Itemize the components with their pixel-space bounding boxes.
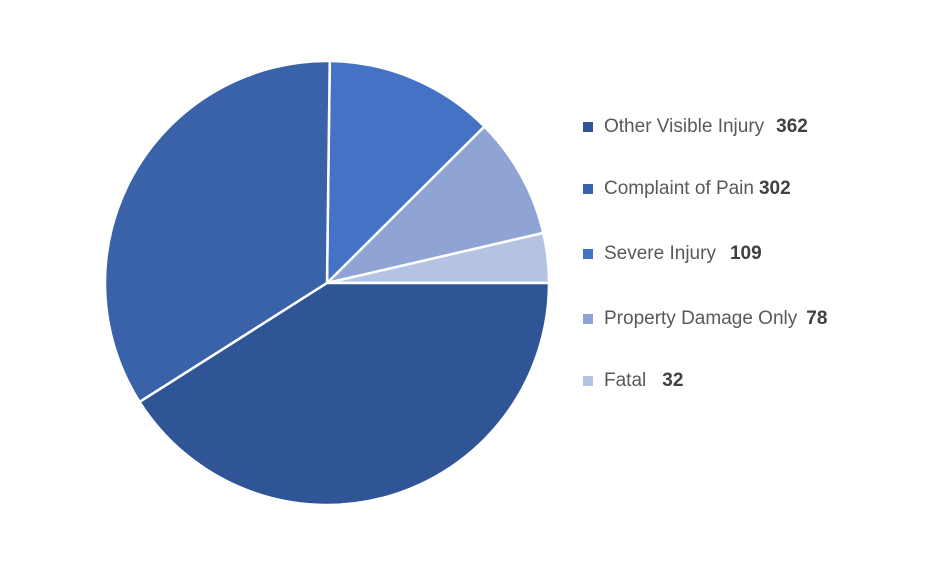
legend-label: Fatal [604, 370, 647, 391]
legend-label: Complaint of Pain [604, 178, 754, 199]
data-label: 78 [806, 308, 828, 329]
data-label: 32 [662, 370, 684, 391]
legend-item-fatal: Fatal 32 [583, 366, 683, 396]
legend-item-complaint-of-pain: Complaint of Pain 302 [583, 174, 791, 204]
legend-swatch-fatal [583, 376, 593, 386]
legend-label: Other Visible Injury [604, 116, 765, 137]
pie-slice-severe-injury [325, 59, 486, 285]
legend-label: Severe Injury [604, 243, 716, 264]
legend-swatch-severe-injury [583, 249, 593, 259]
legend-item-severe-injury: Severe Injury 109 [583, 239, 762, 269]
data-label: 302 [758, 178, 791, 199]
legend-item-property-damage-only: Property Damage Only 78 [583, 304, 827, 334]
pie-slice-other-visible-injury [138, 281, 551, 507]
legend-label: Property Damage Only [604, 308, 798, 329]
legend-swatch-complaint-of-pain [583, 184, 593, 194]
data-label: 109 [729, 243, 762, 264]
legend-item-other-visible-injury: Other Visible Injury 362 [583, 112, 808, 142]
legend-swatch-property-damage-only [583, 314, 593, 324]
pie-slice-property-damage-only [325, 125, 545, 285]
data-label: 362 [776, 116, 808, 137]
legend-swatch-other-visible-injury [583, 122, 593, 132]
